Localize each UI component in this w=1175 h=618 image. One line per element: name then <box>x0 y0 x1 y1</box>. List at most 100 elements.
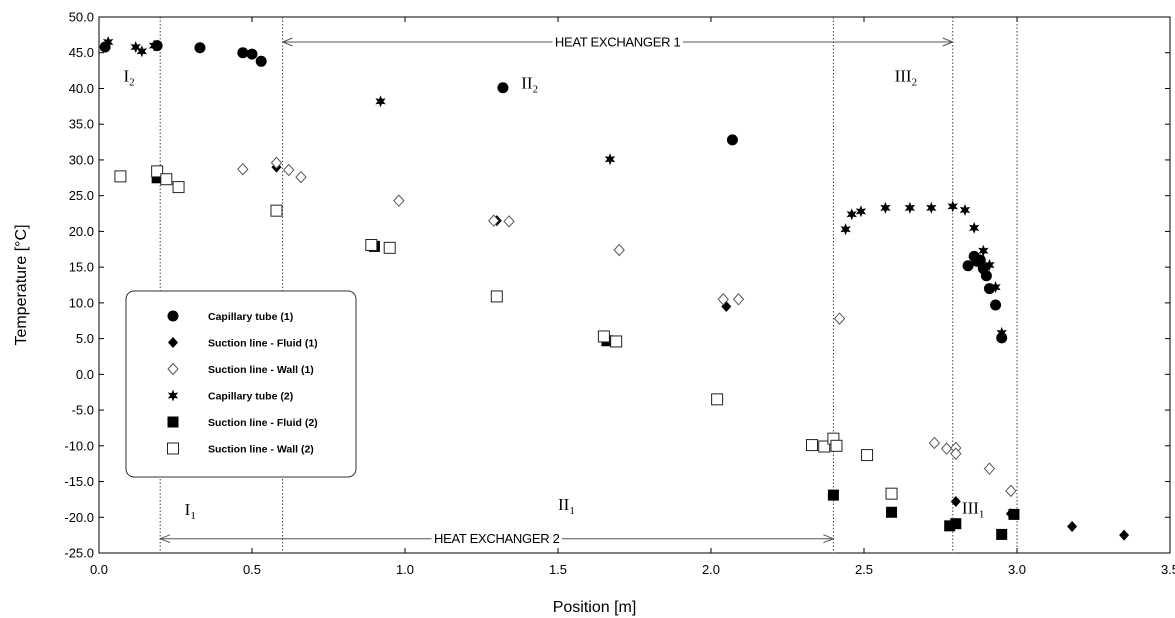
y-tick-label: 0.0 <box>76 367 94 382</box>
data-point <box>885 487 898 500</box>
region-subscript: 1 <box>569 505 575 517</box>
region-subscript: 2 <box>912 76 918 88</box>
data-point <box>880 201 891 214</box>
region-label-I1: I1 <box>185 500 196 522</box>
data-point <box>950 518 962 530</box>
data-point <box>950 447 962 460</box>
data-point <box>1005 484 1017 498</box>
series-2 <box>237 156 1017 498</box>
data-point <box>160 173 173 186</box>
data-point <box>270 204 283 217</box>
x-tick-label: 2.0 <box>702 562 720 577</box>
data-point <box>861 449 874 462</box>
y-tick-label: -25.0 <box>64 546 94 561</box>
data-point <box>295 170 307 184</box>
data-point <box>940 442 953 455</box>
legend-label: Capillary tube (2) <box>208 391 293 403</box>
annotation-label: HEAT EXCHANGER 2 <box>434 531 560 546</box>
data-point <box>597 330 610 343</box>
data-point <box>886 506 898 518</box>
data-point <box>840 223 851 236</box>
plot-frame <box>98 16 1171 554</box>
legend: Capillary tube (1) Suction line - Fluid (… <box>125 290 357 478</box>
data-point <box>950 496 961 508</box>
x-axis: 0.0 0.5 1.0 1.5 2.0 2.5 3.0 3.5 <box>90 17 1175 577</box>
data-point <box>978 244 989 257</box>
data-point <box>490 290 503 303</box>
data-point <box>503 215 515 228</box>
data-point <box>928 436 941 450</box>
data-point <box>962 260 974 272</box>
region-label-III1: III1 <box>962 499 984 521</box>
data-point <box>151 165 164 178</box>
region-label-II2: II2 <box>521 73 538 95</box>
legend-label: Suction line - Wall (1) <box>208 364 314 376</box>
data-point <box>726 134 738 146</box>
data-point <box>904 201 916 214</box>
data-point <box>990 281 1001 294</box>
legend-marker <box>167 362 179 376</box>
y-tick-label: -10.0 <box>64 438 94 453</box>
data-point <box>610 335 623 348</box>
series-3 <box>102 36 1007 339</box>
y-tick-label: 20.0 <box>69 224 94 239</box>
data-point <box>944 520 956 532</box>
data-point <box>926 201 937 214</box>
data-point <box>237 47 249 59</box>
series-1 <box>271 161 1130 541</box>
x-tick-label: 1.5 <box>549 562 567 577</box>
y-tick-label: 35.0 <box>69 117 94 132</box>
data-point <box>833 312 846 325</box>
data-point <box>375 95 386 108</box>
data-point <box>959 203 971 216</box>
legend-marker <box>167 442 179 455</box>
heat-exchanger-annotations: HEAT EXCHANGER 1 HEAT EXCHANGER 2 <box>158 33 955 548</box>
data-point <box>983 462 996 475</box>
y-tick-label: 30.0 <box>69 152 94 167</box>
x-tick-label: 0.0 <box>90 562 108 577</box>
data-point <box>996 528 1008 540</box>
data-point <box>968 221 980 234</box>
data-point <box>488 214 500 227</box>
y-tick-label: 5.0 <box>76 331 94 346</box>
y-tick-label: 15.0 <box>69 260 94 275</box>
legend-label: Suction line - Fluid (1) <box>208 338 318 350</box>
annotation-bg <box>552 33 683 52</box>
plot-border <box>98 16 1171 554</box>
x-tick-label: 3.0 <box>1008 562 1026 577</box>
data-point <box>947 200 958 213</box>
data-point <box>984 258 995 271</box>
y-tick-label: -15.0 <box>64 474 94 489</box>
data-point <box>1067 521 1078 533</box>
arrow-head <box>158 534 171 544</box>
y-tick-label: -5.0 <box>72 403 94 418</box>
annotation-bg <box>431 529 562 548</box>
legend-label: Suction line - Fluid (2) <box>208 417 318 429</box>
arrow-head <box>942 37 955 47</box>
data-point <box>246 48 258 60</box>
data-point <box>130 41 141 54</box>
data-point <box>1008 508 1020 520</box>
region-subscript: 2 <box>129 76 135 88</box>
legend-label: Capillary tube (1) <box>208 311 293 323</box>
data-point <box>990 299 1002 311</box>
data-point <box>830 439 843 452</box>
y-tick-label: 10.0 <box>69 295 94 310</box>
data-point <box>818 440 831 453</box>
data-point <box>194 42 206 54</box>
y-axis: -25.0 -20.0 -15.0 -10.0 -5.0 0.0 5.0 10.0 15.0 20… <box>64 10 1170 561</box>
data-point <box>980 270 992 282</box>
y-tick-label: -20.0 <box>64 510 94 525</box>
data-point <box>805 439 818 452</box>
data-point <box>497 82 509 94</box>
arrow-head <box>823 534 835 544</box>
annotation-hx2: HEAT EXCHANGER 2 <box>158 529 835 548</box>
data-point <box>148 39 160 52</box>
annotation-label: HEAT EXCHANGER 1 <box>555 35 681 50</box>
x-tick-label: 0.5 <box>243 562 261 577</box>
annotation-hx1: HEAT EXCHANGER 1 <box>281 33 955 52</box>
y-tick-label: 25.0 <box>69 188 94 203</box>
data-point <box>711 393 724 406</box>
data-point <box>717 293 729 306</box>
